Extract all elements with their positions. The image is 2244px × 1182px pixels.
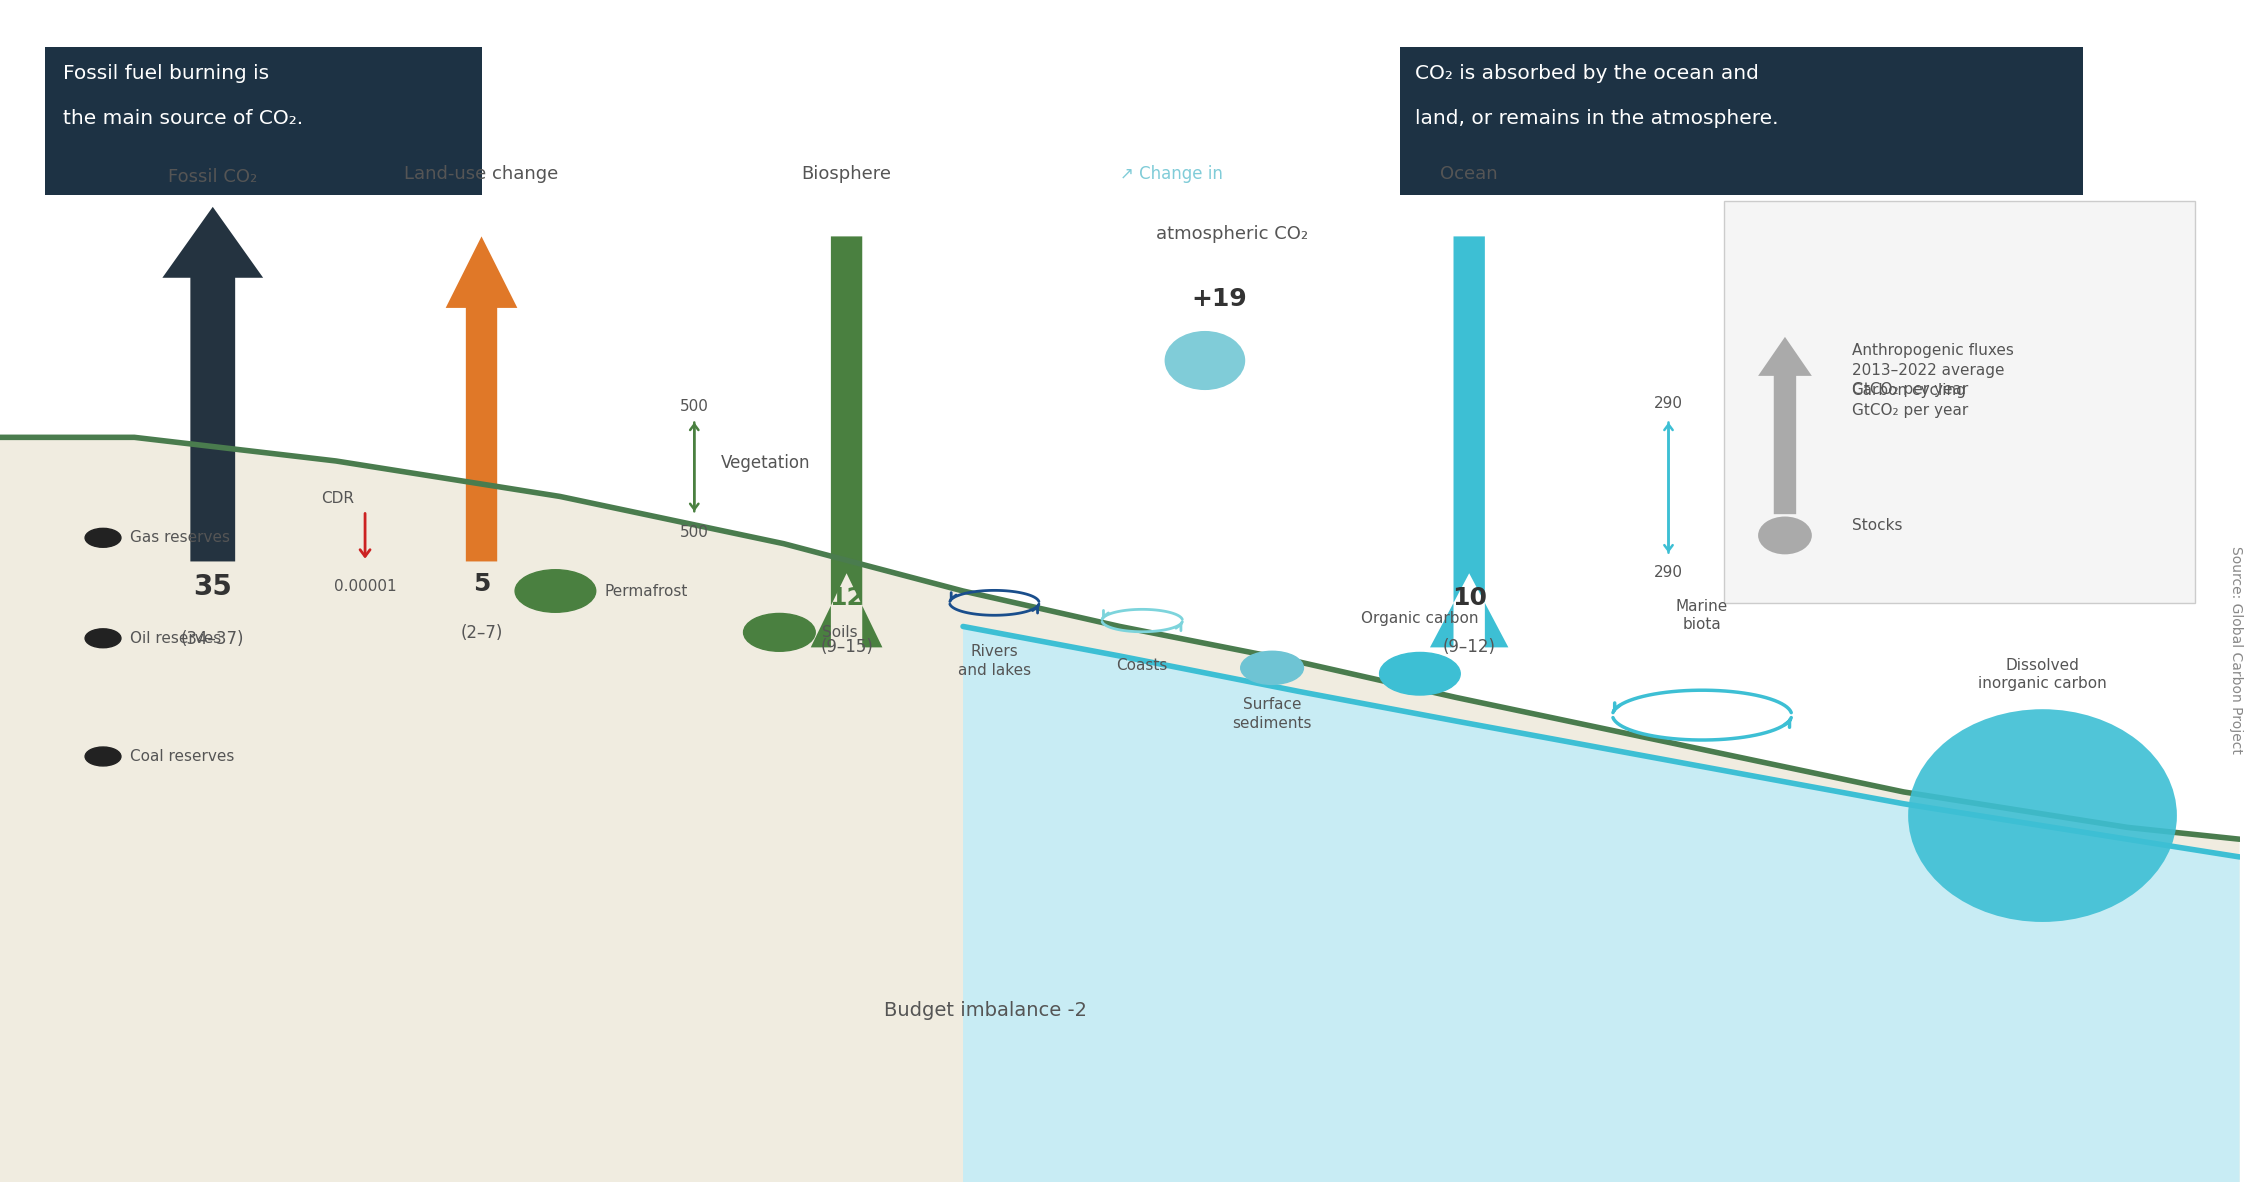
Text: Coasts: Coasts — [1118, 658, 1167, 674]
Polygon shape — [162, 207, 263, 561]
Text: 35: 35 — [193, 573, 231, 602]
Circle shape — [1241, 651, 1304, 684]
Text: 0.00001: 0.00001 — [334, 579, 397, 595]
Text: (2–7): (2–7) — [460, 624, 503, 642]
Text: Permafrost: Permafrost — [604, 584, 689, 598]
Text: Coal reserves: Coal reserves — [130, 749, 233, 764]
Text: (34–37): (34–37) — [182, 630, 245, 648]
Text: 10: 10 — [1452, 586, 1488, 610]
Text: Vegetation: Vegetation — [720, 454, 810, 473]
Text: Ocean: Ocean — [1441, 165, 1499, 183]
Text: ↗ Change in: ↗ Change in — [1120, 165, 1223, 183]
Polygon shape — [963, 626, 2240, 1182]
Circle shape — [85, 528, 121, 547]
Text: Land-use change: Land-use change — [404, 165, 559, 183]
Text: Source: Global Carbon Project: Source: Global Carbon Project — [2228, 546, 2244, 754]
Text: Organic carbon: Organic carbon — [1362, 611, 1479, 626]
Text: Surface
sediments: Surface sediments — [1232, 697, 1313, 730]
Text: the main source of CO₂.: the main source of CO₂. — [63, 109, 303, 128]
Text: Carbon cycling
GtCO₂ per year: Carbon cycling GtCO₂ per year — [1851, 383, 1968, 417]
Text: Oil reserves: Oil reserves — [130, 631, 222, 645]
Text: 500: 500 — [680, 525, 709, 540]
Text: Fossil CO₂: Fossil CO₂ — [168, 168, 258, 186]
Text: (9–15): (9–15) — [819, 638, 873, 656]
FancyBboxPatch shape — [1400, 47, 2082, 195]
Text: 5: 5 — [473, 572, 489, 596]
Text: Soils: Soils — [821, 625, 857, 639]
Text: Dissolved
inorganic carbon: Dissolved inorganic carbon — [1979, 658, 2107, 691]
Polygon shape — [447, 236, 518, 561]
Text: CO₂ is absorbed by the ocean and: CO₂ is absorbed by the ocean and — [1416, 64, 1759, 83]
Circle shape — [743, 613, 815, 651]
Circle shape — [85, 747, 121, 766]
Text: CDR: CDR — [321, 491, 355, 506]
Text: land, or remains in the atmosphere.: land, or remains in the atmosphere. — [1416, 109, 1779, 128]
Text: Budget imbalance -2: Budget imbalance -2 — [884, 1001, 1086, 1020]
FancyBboxPatch shape — [1723, 201, 2195, 603]
Ellipse shape — [1165, 331, 1245, 390]
Text: Rivers
and lakes: Rivers and lakes — [958, 644, 1030, 677]
Polygon shape — [0, 437, 2240, 1182]
Text: Anthropogenic fluxes
2013–2022 average
GtCO₂ per year: Anthropogenic fluxes 2013–2022 average G… — [1851, 343, 2015, 397]
Polygon shape — [1757, 337, 1811, 514]
Polygon shape — [810, 236, 882, 648]
Text: Stocks: Stocks — [1851, 519, 1903, 533]
Text: +19: +19 — [1192, 287, 1248, 311]
Circle shape — [516, 570, 595, 612]
Text: (9–12): (9–12) — [1443, 638, 1497, 656]
Text: Marine
biota: Marine biota — [1676, 599, 1728, 632]
FancyBboxPatch shape — [45, 47, 482, 195]
Circle shape — [1380, 652, 1461, 695]
Polygon shape — [1429, 236, 1508, 648]
Text: Gas reserves: Gas reserves — [130, 531, 229, 545]
Text: 290: 290 — [1654, 396, 1683, 411]
Text: 500: 500 — [680, 398, 709, 414]
Text: Fossil fuel burning is: Fossil fuel burning is — [63, 64, 269, 83]
Text: 290: 290 — [1654, 565, 1683, 580]
Ellipse shape — [1757, 517, 1811, 554]
Circle shape — [85, 629, 121, 648]
Text: 12: 12 — [828, 586, 864, 610]
Text: Biosphere: Biosphere — [801, 165, 891, 183]
Text: atmospheric CO₂: atmospheric CO₂ — [1156, 225, 1308, 242]
Ellipse shape — [1907, 709, 2177, 922]
